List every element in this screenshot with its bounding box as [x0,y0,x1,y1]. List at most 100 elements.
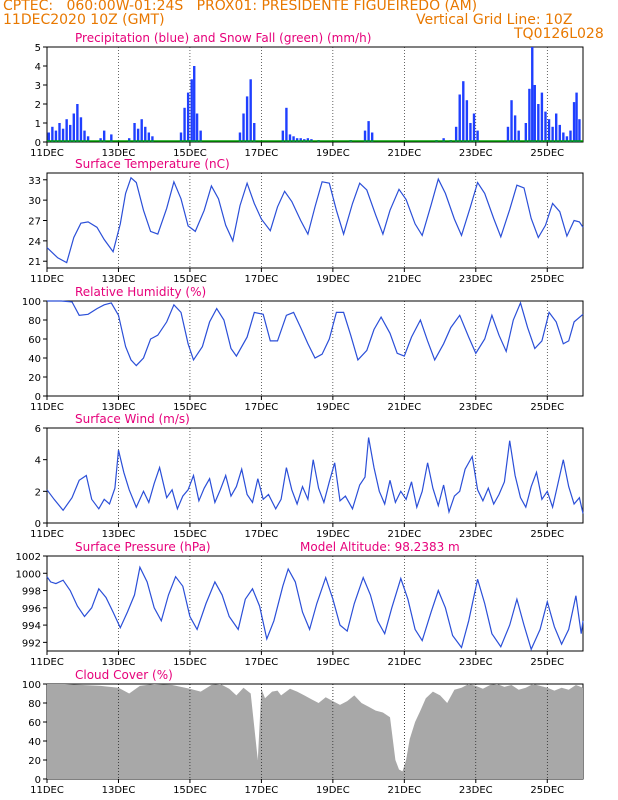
precip-bar [513,115,517,142]
y-tick-label: 2 [35,100,41,111]
precip-bar [253,123,256,142]
x-tick-label: 17DEC [245,785,279,796]
precip-bar [83,130,86,142]
x-tick-label: 15DEC [173,402,207,413]
panel-frame [46,427,584,524]
panel-title: Surface Wind (m/s) [75,412,190,426]
precip-bar [528,88,531,142]
x-tick-label: 23DEC [459,148,493,159]
y-tick-label: 5 [35,43,41,54]
precip-bar [367,121,370,142]
precip-bar [242,113,245,142]
precip-bar [363,130,367,142]
precip-bar [190,79,193,142]
x-tick-label: 19DEC [316,785,350,796]
header-line1: CPTEC: 060:00W-01:24S PROX01: PRESIDENTE… [3,0,478,14]
precip-bar [292,136,295,142]
precip-bar [524,123,528,142]
y-tick-label: 100 [22,680,41,691]
y-tick-label: 4 [35,456,41,467]
precip-bar [102,130,106,142]
precip-bar [186,92,190,142]
precip-bar [179,132,183,142]
x-tick-label: 19DEC [316,657,350,668]
precip-bar [295,138,299,142]
x-tick-label: 25DEC [530,274,564,285]
precip-bar [47,132,50,142]
x-tick-label: 15DEC [173,148,207,159]
precip-bar [454,126,458,142]
panel-title: Surface Pressure (hPa) [75,540,211,554]
y-tick-label: 6 [35,424,41,435]
panel-frame [46,555,584,652]
x-tick-label: 13DEC [102,402,136,413]
precip-bar [86,136,90,142]
series-line [46,437,584,515]
precip-bar [140,119,143,142]
y-tick-label: 20 [28,756,41,767]
precip-bar [537,104,540,142]
x-tick-label: 13DEC [102,274,136,285]
precip-bar [79,117,83,142]
x-tick-label: 21DEC [387,785,421,796]
x-tick-label: 17DEC [245,657,279,668]
precip-bar [72,113,75,142]
y-tick-label: 994 [22,621,41,632]
precip-bar [510,100,513,142]
x-tick-label: 19DEC [316,148,350,159]
precip-bar [61,128,65,142]
precip-bar [540,92,544,142]
precip-bar [533,85,536,142]
precip-bar [531,47,534,142]
precip-bar [193,66,196,142]
x-tick-label: 19DEC [316,402,350,413]
y-tick-label: 24 [28,237,41,248]
x-tick-label: 11DEC [30,657,64,668]
precip-bar [469,123,472,142]
precip-bar [517,130,520,142]
precip-bar [285,107,288,142]
precip-bar [69,124,72,142]
series-line [46,176,584,264]
x-tick-label: 23DEC [459,402,493,413]
precip-bar [476,130,479,142]
y-tick-label: 40 [28,737,41,748]
y-tick-label: 60 [28,718,41,729]
x-tick-label: 25DEC [530,785,564,796]
x-tick-label: 23DEC [459,529,493,540]
precip-bar [578,119,581,142]
precip-bar [442,138,445,142]
precip-bar [572,102,576,142]
header-date: 11DEC2020 10Z (GMT) [3,12,165,28]
panel-title: Surface Temperature (nC) [75,157,230,171]
x-tick-label: 21DEC [387,274,421,285]
y-tick-label: 60 [28,335,41,346]
x-tick-label: 17DEC [245,402,279,413]
x-tick-label: 15DEC [173,785,207,796]
precip-bar [555,113,558,142]
precip-bar [54,130,58,142]
precip-bar [506,126,510,142]
precip-bar [238,132,242,142]
precip-bar [110,134,113,142]
y-tick-label: 3 [35,81,41,92]
y-tick-label: 998 [22,587,41,598]
y-tick-label: 0 [35,519,41,530]
y-tick-label: 20 [28,373,41,384]
panel-title: Cloud Cover (%) [75,668,173,682]
precip-bar [245,96,249,142]
x-tick-label: 15DEC [173,657,207,668]
precip-bar [51,126,54,142]
x-tick-label: 23DEC [459,657,493,668]
precip-bar [306,138,310,142]
y-tick-label: 40 [28,354,41,365]
precip-bar [551,126,554,142]
x-tick-label: 17DEC [245,529,279,540]
precip-bar [472,113,476,142]
precip-bar [281,130,285,142]
precip-bar [99,138,102,142]
panel-frame [46,46,584,143]
precip-bar [370,132,374,142]
y-tick-label: 30 [28,196,41,207]
